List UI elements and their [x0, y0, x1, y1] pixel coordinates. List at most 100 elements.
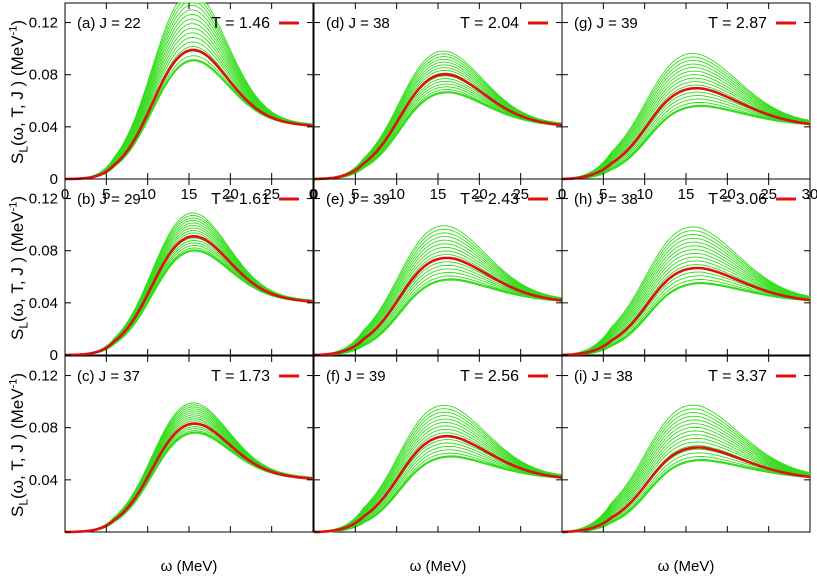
green-curve [313, 67, 563, 180]
green-curve [561, 437, 811, 533]
green-curve [65, 32, 314, 180]
x-tick-label: 5 [599, 186, 607, 203]
panel-g: 0 5 10 15 20 25 30(g) J = 39 T = 2.87 [558, 2, 817, 203]
green-curve [65, 14, 314, 180]
green-curve [65, 426, 314, 533]
green-curve [561, 70, 811, 180]
green-curve [561, 434, 811, 533]
green-curve [561, 84, 811, 180]
panel-c: 0.04 0.08 0.12 (c) J = 37 T = 1.73 [29, 355, 314, 534]
panel-a: 0 5 10 15 20 25 000.040.080.12 (a) J = 22 T = 1.… [29, 2, 317, 203]
green-curve [65, 9, 314, 180]
green-curve [561, 241, 811, 356]
green-curve [314, 91, 563, 181]
green-curve [561, 256, 811, 356]
green-curve [561, 404, 811, 533]
green-curve [314, 449, 563, 533]
green-curve [65, 402, 314, 533]
y-tick-label: 0.04 [29, 295, 58, 312]
green-curve [561, 252, 811, 356]
green-curve [561, 226, 811, 356]
green-curve [65, 245, 314, 356]
green-curve [314, 89, 563, 180]
x-tick-label: 30 [802, 186, 817, 203]
x-tick-label: 10 [388, 186, 405, 203]
green-curve [314, 452, 563, 533]
green-curve [561, 456, 811, 533]
x-axis-label-col-2: ω (MeV) [409, 558, 467, 575]
green-curve [561, 412, 811, 533]
y-tick-label: 0.08 [29, 67, 58, 84]
green-curve [314, 86, 563, 180]
green-curve [65, 36, 314, 180]
green-curve [65, 424, 314, 533]
x-tick-label: 10 [636, 186, 653, 203]
green-curve [561, 230, 811, 356]
green-curve [313, 428, 563, 533]
green-curve [561, 60, 811, 180]
green-curve [561, 426, 811, 533]
x-tick-label: 10 [139, 186, 156, 203]
green-curve [313, 232, 563, 356]
green-curve [313, 243, 563, 356]
green-curve [313, 442, 563, 533]
green-curve [65, 247, 314, 356]
green-curve [314, 445, 563, 533]
panel-label: (d) J = 38 [326, 15, 390, 32]
green-curve [313, 422, 563, 533]
green-curve [314, 80, 563, 180]
green-curve [561, 430, 811, 533]
green-curve [561, 419, 811, 533]
x-tick-label: 25 [760, 186, 777, 203]
panel-i: (i) J = 38 T = 3.37 [561, 355, 811, 534]
x-tick-label: 25 [263, 186, 280, 203]
green-curve [313, 264, 563, 356]
green-curve [314, 271, 563, 356]
green-curve [561, 245, 811, 356]
y-axis-label-row-3: SL(ω, T, J ) (MeV-1) [2, 357, 36, 533]
panel-label: (g) J = 39 [574, 15, 638, 32]
green-curve [313, 404, 563, 533]
y-tick-label: 0.08 [29, 243, 58, 260]
y-axis-label-text: SL(ω, T, J ) (MeV-1) [7, 372, 31, 518]
y-tick-label: 0 [50, 171, 58, 188]
temperature-label: T = 2.56 [460, 368, 519, 385]
green-curve [314, 275, 563, 356]
green-curve [561, 275, 811, 356]
x-tick-label: 5 [351, 186, 359, 203]
red-average-curve [561, 446, 811, 534]
x-tick-label: 20 [222, 186, 239, 203]
panel-label: (a) J = 22 [77, 15, 141, 32]
green-curve [314, 83, 563, 180]
green-curve [561, 63, 811, 180]
temperature-label: T = 1.61 [211, 191, 270, 208]
green-curve [561, 234, 811, 356]
x-tick-label: 5 [102, 186, 110, 203]
green-curve [561, 237, 811, 356]
green-curve [313, 425, 563, 533]
green-curve [562, 101, 811, 180]
y-tick-label: 0.12 [29, 368, 58, 385]
temperature-label: T = 3.37 [708, 368, 767, 385]
green-curve [65, 242, 314, 356]
x-axis-label-col-1: ω (MeV) [160, 558, 218, 575]
green-curve [313, 225, 563, 356]
y-axis-label-text: SL(ω, T, J ) (MeV-1) [7, 195, 31, 341]
y-axis-label-text: SL(ω, T, J ) (MeV-1) [7, 19, 31, 165]
green-curve [561, 56, 811, 180]
green-curve [313, 239, 563, 356]
green-curve [65, 227, 314, 356]
green-curve [561, 408, 811, 533]
x-tick-label: 15 [181, 186, 198, 203]
green-curve [65, 431, 314, 534]
y-tick-label: 0 [50, 347, 58, 364]
green-curve [561, 81, 811, 180]
green-curve [65, 420, 314, 533]
green-curve [561, 74, 811, 180]
green-curve [313, 261, 563, 356]
x-axis-label-col-3: ω (MeV) [657, 558, 715, 575]
temperature-label: T = 2.43 [460, 191, 519, 208]
green-curve [314, 72, 563, 180]
green-curve [561, 98, 811, 180]
